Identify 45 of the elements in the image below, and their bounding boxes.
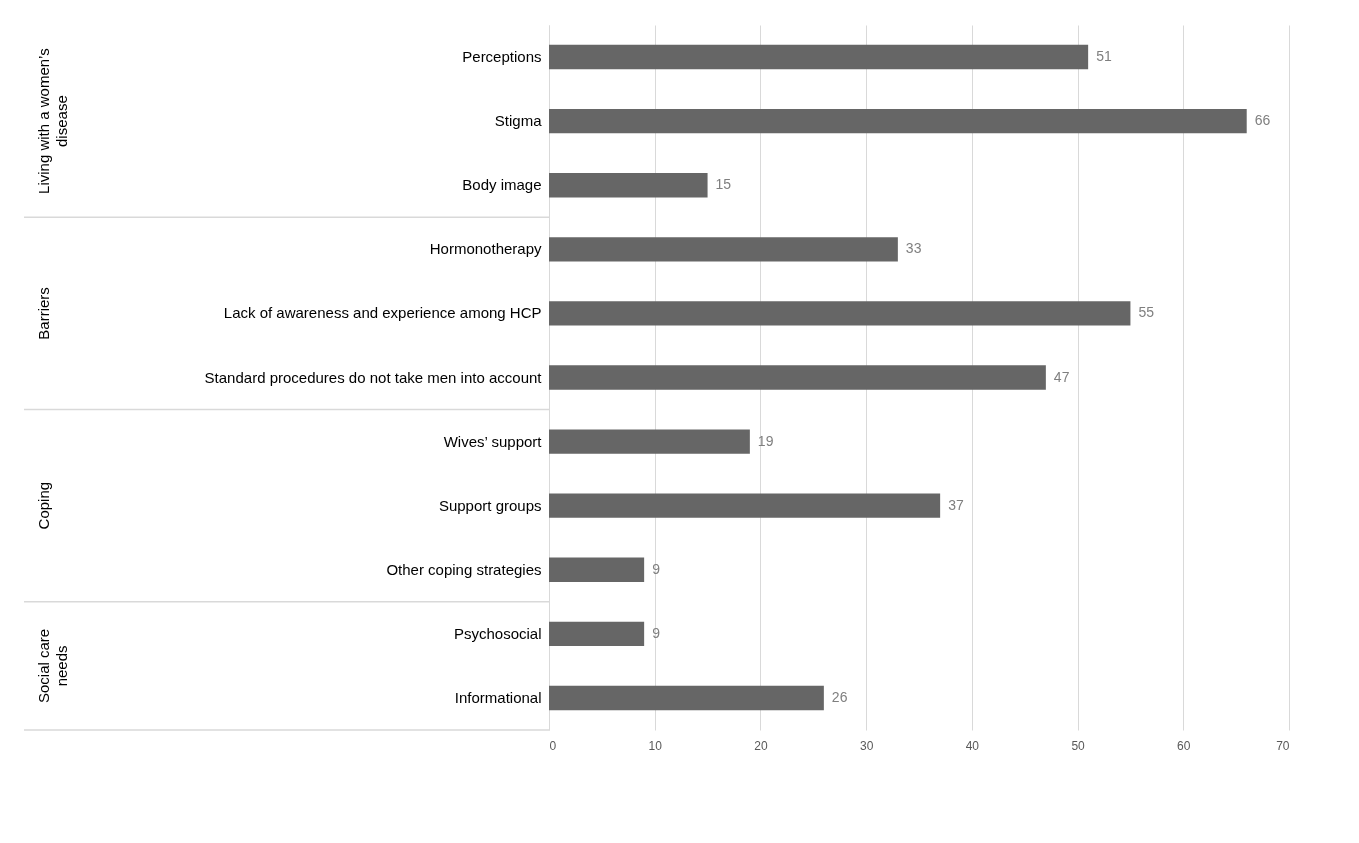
y-tick-label: Perceptions	[462, 48, 542, 66]
text: Social care needs	[35, 628, 70, 704]
y-tick-label: Standard procedures do not take men into account	[204, 368, 543, 386]
data-label: 37	[948, 496, 964, 513]
y-tick-label: Informational	[454, 688, 542, 706]
x-tick-label: 20	[754, 738, 768, 753]
text: Coping	[35, 481, 52, 530]
bar	[549, 301, 1131, 326]
bar	[549, 429, 750, 454]
bar	[549, 685, 824, 711]
x-tick-label: 60	[1177, 738, 1191, 753]
bar	[549, 108, 1247, 134]
x-tick-label: 70	[1276, 738, 1290, 753]
data-label: 33	[905, 240, 922, 257]
data-label: 66	[1254, 112, 1271, 129]
bar	[549, 44, 1089, 70]
y-tick-label: Psychosocial	[453, 624, 542, 642]
bar	[549, 237, 898, 262]
data-label: 55	[1138, 304, 1155, 321]
bar	[549, 557, 645, 582]
y-tick-label: Body image	[462, 176, 542, 194]
x-tick-label: 30	[859, 738, 874, 753]
text: Barriers	[35, 287, 52, 340]
x-tick-label: 50	[1071, 738, 1086, 753]
y-tick-label: Lack of awareness and experience among HCP	[223, 304, 542, 322]
x-tick-label: 40	[965, 738, 980, 753]
bar	[549, 621, 645, 647]
data-label: 19	[757, 432, 774, 449]
y-tick-label: Stigma	[494, 112, 543, 130]
y-tick-label: Hormonotherapy	[429, 240, 542, 258]
x-tick-label: 10	[648, 738, 663, 753]
x-tick-label: 0	[549, 738, 557, 753]
y-tick-label: Other coping strategies	[386, 560, 542, 578]
data-label: 9	[652, 560, 661, 577]
bar	[549, 173, 708, 198]
data-label: 15	[715, 176, 732, 193]
bar	[549, 365, 1046, 390]
bar	[549, 493, 941, 518]
text: Living with a women’s disease	[35, 48, 70, 194]
data-label: 26	[831, 688, 848, 705]
data-label: 9	[652, 624, 661, 641]
y-tick-label: Wives’ support	[443, 432, 543, 450]
y-tick-label: Support groups	[438, 496, 542, 514]
data-label: 47	[1053, 368, 1070, 385]
data-label: 51	[1096, 48, 1112, 65]
